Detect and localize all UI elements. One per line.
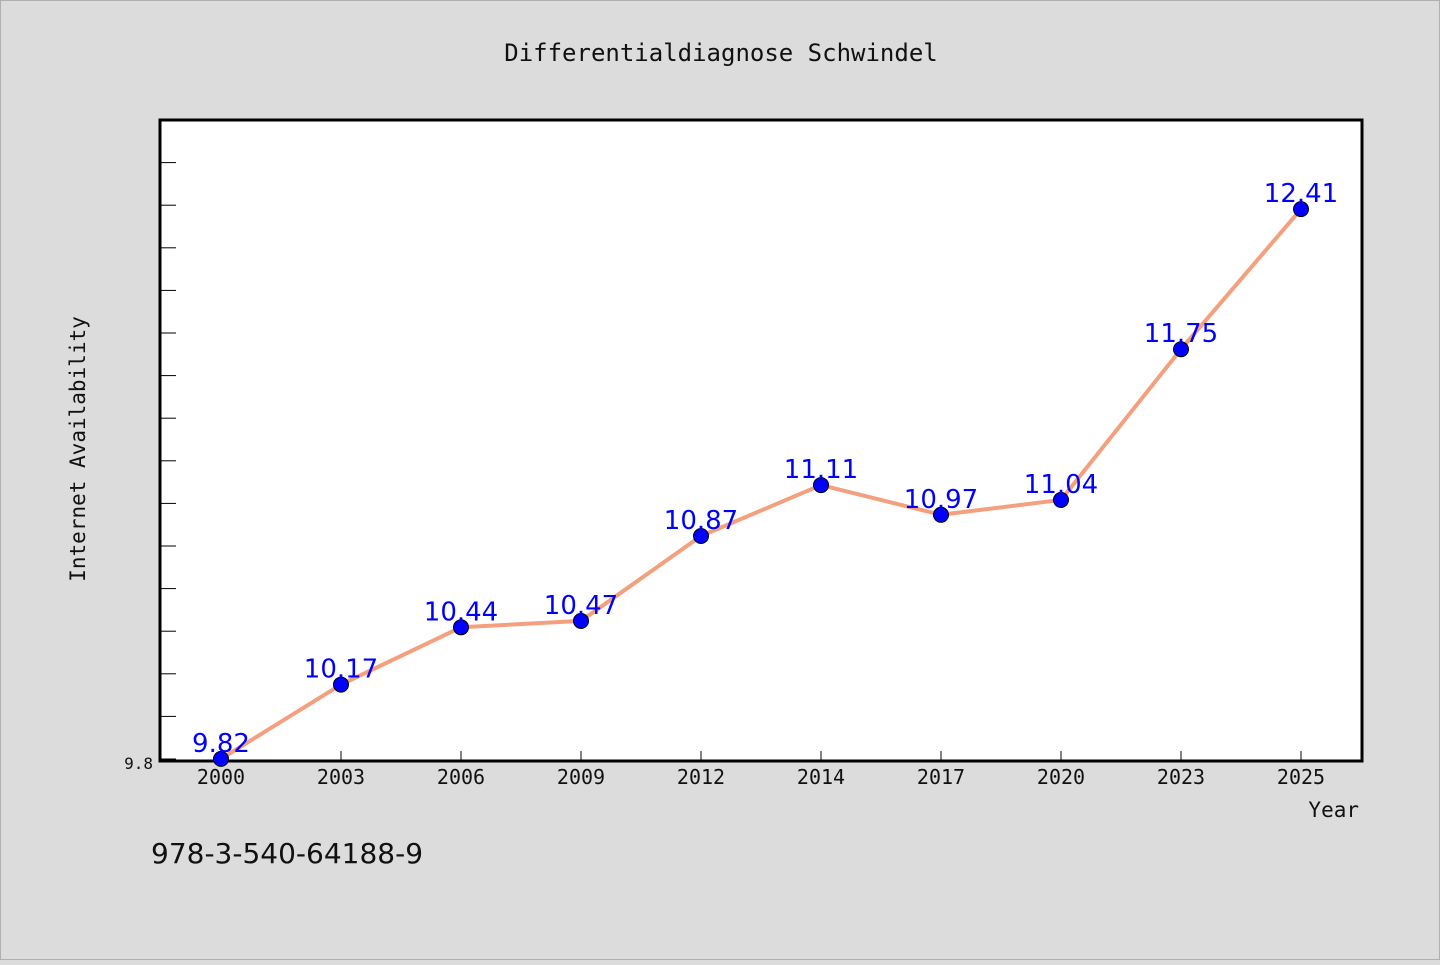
isbn-text: 978-3-540-64188-9 [151, 837, 423, 870]
chart-title: Differentialdiagnose Schwindel [504, 39, 937, 67]
x-tick-label: 2000 [197, 765, 245, 789]
data-label: 11.11 [784, 455, 858, 485]
x-tick-label: 2012 [677, 765, 725, 789]
data-label: 11.04 [1024, 470, 1098, 500]
plot-area [158, 118, 1364, 763]
x-tick-label: 2020 [1037, 765, 1085, 789]
x-tick-label: 2014 [797, 765, 845, 789]
data-point [813, 477, 829, 494]
data-label: 10.17 [304, 655, 378, 685]
y-axis-label: Internet Availability [66, 316, 90, 582]
x-tick-label: 2023 [1157, 765, 1205, 789]
data-point [453, 619, 469, 636]
y-axis-ticks: 9.8 [124, 162, 176, 773]
data-label: 10.97 [904, 485, 978, 515]
data-label: 10.87 [664, 506, 738, 536]
data-point [213, 750, 229, 767]
x-axis-label: Year [1308, 798, 1359, 822]
x-axis-ticks: 2000 2003 2006 2009 2012 2014 2017 2020 2023 2025 [197, 751, 1325, 789]
data-point [1053, 491, 1069, 508]
data-label: 9.82 [192, 729, 250, 759]
x-tick-label: 2017 [917, 765, 965, 789]
series-line [219, 207, 1303, 761]
data-point [693, 528, 709, 545]
data-label: 11.75 [1144, 319, 1218, 349]
data-label: 10.44 [424, 597, 498, 627]
y-tick-label: 9.8 [124, 754, 153, 773]
x-tick-label: 2025 [1277, 765, 1325, 789]
data-point [1293, 201, 1309, 218]
series-layer: 9.82 10.17 10.44 10.47 10.87 11.11 10.97 11.04 1… [192, 179, 1338, 767]
data-label: 10.47 [544, 591, 618, 621]
x-tick-label: 2009 [557, 765, 605, 789]
data-point [933, 506, 949, 523]
data-point [333, 676, 349, 693]
data-label: 12.41 [1264, 179, 1338, 209]
x-tick-label: 2006 [437, 765, 485, 789]
data-point [573, 612, 589, 629]
data-point [1173, 341, 1189, 358]
x-tick-label: 2003 [317, 765, 365, 789]
